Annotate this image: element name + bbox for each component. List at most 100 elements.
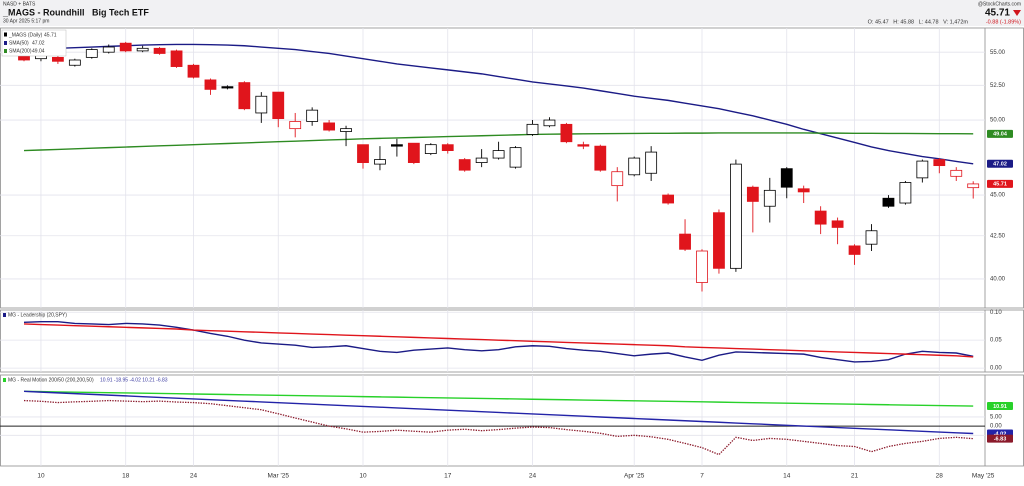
candle-body bbox=[221, 86, 234, 89]
candle-body bbox=[357, 144, 369, 163]
ohlcv: O: 45.47 H: 45.88 L: 44.78 V: 1,472m bbox=[868, 19, 969, 25]
value-tag: -6.83 bbox=[994, 436, 1007, 442]
candle-body bbox=[967, 183, 980, 189]
candle-body bbox=[407, 142, 420, 163]
candle-body bbox=[509, 147, 522, 168]
panels: 40.00 42.50 45.00 50.00 52.50 55.00 _MAGS (Dai… bbox=[0, 27, 1024, 480]
candle-body bbox=[255, 95, 268, 114]
candle-body bbox=[814, 210, 827, 225]
candle-body bbox=[374, 159, 386, 165]
x-tick-label: 14 bbox=[783, 473, 791, 480]
candle-body bbox=[526, 123, 539, 135]
x-tick-label: 10 bbox=[359, 473, 367, 480]
candle-body bbox=[831, 220, 844, 228]
panel-frame bbox=[0, 27, 1024, 309]
down-arrow bbox=[1013, 10, 1021, 16]
x-tick-label: May '25 bbox=[972, 473, 995, 480]
panel-legend-values: 10.91 -18.95 -4.02 10.21 -6.83 bbox=[100, 377, 168, 383]
candle-body bbox=[560, 123, 573, 143]
candle-body bbox=[289, 121, 302, 130]
candle-body bbox=[916, 160, 929, 179]
candle-body bbox=[272, 91, 285, 120]
candle-body bbox=[713, 212, 725, 269]
candle-body bbox=[441, 144, 454, 151]
value-tag: 47.02 bbox=[993, 162, 1007, 168]
candle-body bbox=[306, 109, 319, 122]
value-tag-box bbox=[987, 179, 1013, 188]
x-tick-label: Mar '25 bbox=[268, 473, 290, 480]
value-tag-box bbox=[987, 402, 1013, 411]
y-tick-label: 42.50 bbox=[990, 233, 1006, 239]
legend-swatch bbox=[3, 313, 6, 317]
date: 30 Apr 2025 5:17 pm bbox=[3, 18, 49, 24]
candle-body bbox=[170, 50, 183, 67]
candle-body bbox=[577, 144, 590, 147]
indicator-line bbox=[23, 390, 974, 435]
panel-frame bbox=[0, 374, 1024, 467]
indicator-line bbox=[23, 43, 974, 165]
candle-body bbox=[763, 189, 776, 207]
candle-body bbox=[85, 49, 98, 58]
y-tick-label: 0.00 bbox=[990, 366, 1002, 372]
legend-value: 49.04 bbox=[32, 48, 45, 54]
x-tick-label: 24 bbox=[529, 473, 537, 480]
indicator-line bbox=[23, 132, 974, 152]
last-price: 45.71 bbox=[985, 8, 1010, 19]
candle-body bbox=[730, 163, 742, 269]
indicator-line bbox=[23, 323, 974, 358]
value-tag: 49.04 bbox=[993, 132, 1008, 138]
value-tag: -4.02 bbox=[994, 431, 1007, 437]
legend-label: SMA(50) bbox=[9, 40, 29, 46]
candle-body bbox=[68, 59, 81, 66]
candle-body bbox=[119, 42, 132, 52]
candle-body bbox=[52, 56, 64, 62]
candle-body bbox=[611, 171, 624, 187]
symbol-title: _MAGS - Roundhill Big Tech ETF bbox=[2, 7, 149, 17]
header-bar bbox=[0, 0, 1024, 26]
x-tick-label: 28 bbox=[936, 473, 944, 480]
candle-body bbox=[933, 159, 946, 167]
y-tick-label: 45.00 bbox=[990, 193, 1006, 199]
candle-body bbox=[475, 157, 488, 163]
value-tag-box bbox=[987, 434, 1013, 443]
price-change: -0.88 (-1.89%) bbox=[986, 19, 1021, 25]
y-tick-label: 0.10 bbox=[990, 310, 1002, 316]
value-tag-box bbox=[987, 129, 1013, 138]
candle-body bbox=[187, 64, 200, 78]
candle-body bbox=[696, 250, 708, 283]
y-tick-label: 0.05 bbox=[990, 338, 1002, 344]
candle-body bbox=[662, 194, 674, 204]
x-tick-label: Apr '25 bbox=[624, 473, 645, 480]
legend-swatch bbox=[4, 49, 7, 53]
candle-body bbox=[340, 128, 352, 132]
candle-body bbox=[899, 182, 912, 204]
legend-value: 47.02 bbox=[32, 40, 45, 46]
candle-body bbox=[645, 151, 658, 174]
candle-body bbox=[679, 233, 691, 250]
candle-body bbox=[746, 186, 759, 202]
indicator-line bbox=[23, 390, 974, 407]
value-tag-box bbox=[987, 159, 1013, 168]
candle-body bbox=[204, 79, 217, 90]
candle-body bbox=[458, 159, 471, 171]
exchange: NASD + BATS bbox=[3, 1, 36, 7]
candle-body bbox=[424, 144, 437, 154]
candle-body bbox=[848, 245, 861, 255]
candle-body bbox=[492, 150, 505, 159]
panel-title: MG - Real Motion 200/50 (200,200,50) bbox=[8, 377, 94, 383]
y-tick-label: 55.00 bbox=[990, 50, 1006, 56]
x-tick-label: 21 bbox=[851, 473, 859, 480]
value-tag: 10.91 bbox=[993, 404, 1007, 410]
value-tag: 45.71 bbox=[993, 182, 1007, 188]
legend-swatch bbox=[4, 32, 7, 37]
x-tick-label: 7 bbox=[700, 473, 704, 480]
source: @StockCharts.com bbox=[978, 1, 1021, 7]
candle-body bbox=[323, 122, 336, 131]
candle-body bbox=[543, 119, 556, 127]
candle-body bbox=[390, 144, 403, 147]
candle-body bbox=[865, 230, 878, 245]
candle-body bbox=[102, 46, 115, 53]
legend-label: SMA(200) bbox=[9, 48, 32, 54]
y-tick-label: 5.00 bbox=[990, 414, 1002, 420]
